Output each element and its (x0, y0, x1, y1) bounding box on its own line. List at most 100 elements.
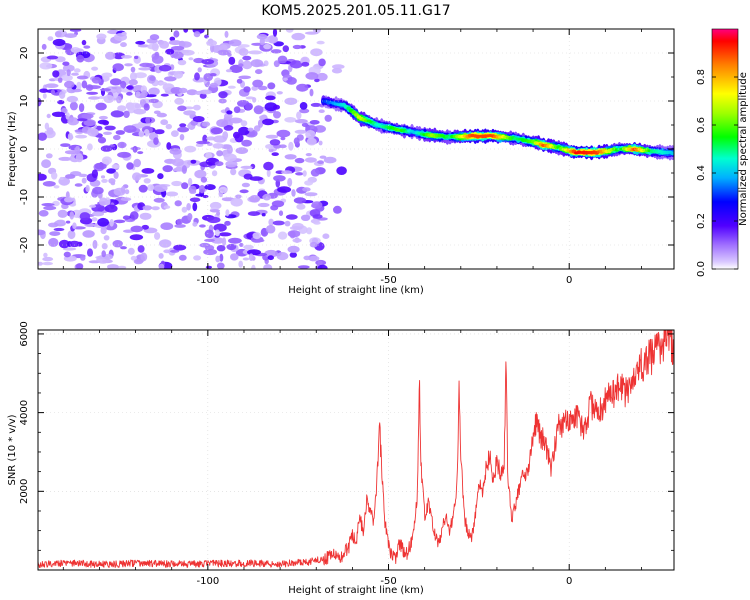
noise-blob (177, 105, 187, 112)
noise-blob (193, 31, 201, 38)
noise-blob (252, 232, 262, 240)
noise-blob (189, 197, 201, 203)
snr-panel: -100 -50 0 2000 4000 6000 Height of straight … (7, 321, 675, 596)
noise-blob (69, 101, 78, 111)
noise-blob (92, 186, 104, 195)
noise-blob (88, 96, 100, 100)
noise-blob (104, 204, 118, 213)
noise-blob (196, 140, 210, 145)
noise-blob (304, 157, 317, 163)
snr-y-tick-label: 6000 (19, 321, 30, 346)
noise-blob (62, 64, 75, 72)
noise-blob (130, 66, 136, 73)
noise-blob (133, 158, 141, 168)
noise-blob (224, 30, 229, 38)
noise-blob (174, 97, 185, 105)
noise-blob (42, 256, 54, 262)
noise-blob (239, 189, 249, 194)
noise-blob (38, 229, 46, 236)
noise-blob (309, 120, 320, 125)
noise-blob (76, 81, 82, 91)
noise-blob (240, 120, 248, 127)
noise-blob (305, 72, 319, 80)
noise-blob (300, 214, 311, 221)
noise-blob (288, 141, 294, 151)
noise-blob (120, 42, 127, 48)
noise-blob (199, 89, 212, 95)
noise-blob (117, 105, 127, 112)
noise-blob (77, 118, 88, 122)
noise-blob (134, 72, 147, 79)
noise-blob (263, 161, 274, 171)
noise-blob (214, 161, 224, 167)
noise-blob (116, 86, 122, 94)
noise-blob (51, 111, 66, 118)
noise-blob (218, 232, 232, 237)
noise-blob (310, 102, 322, 107)
noise-blob (295, 119, 308, 124)
noise-blob (64, 33, 77, 38)
noise-blob (97, 136, 107, 144)
noise-blob (203, 248, 218, 256)
noise-blob (104, 125, 116, 131)
noise-blob (169, 36, 176, 42)
noise-blob (284, 97, 298, 106)
noise-blob (148, 87, 160, 96)
noise-blob (55, 31, 62, 38)
noise-blob (316, 72, 328, 81)
noise-blob (162, 165, 173, 173)
noise-blob (195, 143, 204, 147)
noise-blob (209, 201, 222, 210)
noise-blob (137, 245, 145, 253)
noise-blob (304, 192, 318, 197)
noise-blob (304, 180, 314, 186)
noise-blob (141, 90, 148, 98)
noise-blob (175, 166, 183, 171)
noise-blob (38, 261, 43, 266)
noise-blob (296, 111, 302, 120)
noise-blob (81, 39, 87, 46)
noise-blob (87, 143, 93, 151)
noise-blob (39, 62, 53, 70)
noise-blob (200, 176, 208, 183)
noise-blob (92, 239, 98, 249)
noise-blob (253, 105, 264, 115)
colorbar-gradient (711, 28, 739, 270)
noise-blob (94, 162, 107, 170)
noise-blob (137, 44, 150, 48)
noise-blob (317, 260, 323, 267)
noise-blob (204, 184, 216, 191)
noise-blob (219, 253, 224, 262)
noise-blob (228, 39, 242, 47)
noise-blob (60, 143, 71, 148)
noise-blob (183, 29, 189, 33)
noise-blob (47, 36, 54, 41)
noise-blob (226, 243, 237, 251)
noise-blob (241, 139, 253, 147)
noise-blob (106, 168, 116, 174)
noise-blob (179, 134, 185, 141)
noise-blob (308, 177, 316, 182)
colorbar-tick-label: 0.6 (696, 117, 707, 133)
spectrogram-y-tick-label: 0 (19, 146, 30, 152)
noise-blob (98, 115, 108, 120)
noise-blob (62, 61, 70, 66)
noise-blob (120, 186, 126, 194)
noise-blob (186, 89, 198, 96)
noise-blob (117, 265, 127, 269)
noise-blob (248, 253, 254, 261)
snr-x-axis-label: Height of straight line (km) (288, 585, 424, 596)
noise-blob (257, 239, 265, 243)
noise-blob (172, 51, 184, 59)
noise-blob (308, 255, 320, 262)
noise-blob (284, 117, 297, 123)
noise-blob (173, 70, 184, 79)
noise-blob (287, 230, 301, 238)
noise-blob (212, 143, 224, 149)
noise-blob (252, 97, 257, 103)
noise-blob (249, 176, 263, 181)
noise-blob (195, 193, 204, 197)
noise-blob (126, 85, 134, 90)
noise-blob (122, 215, 131, 220)
noise-blob (156, 112, 167, 118)
